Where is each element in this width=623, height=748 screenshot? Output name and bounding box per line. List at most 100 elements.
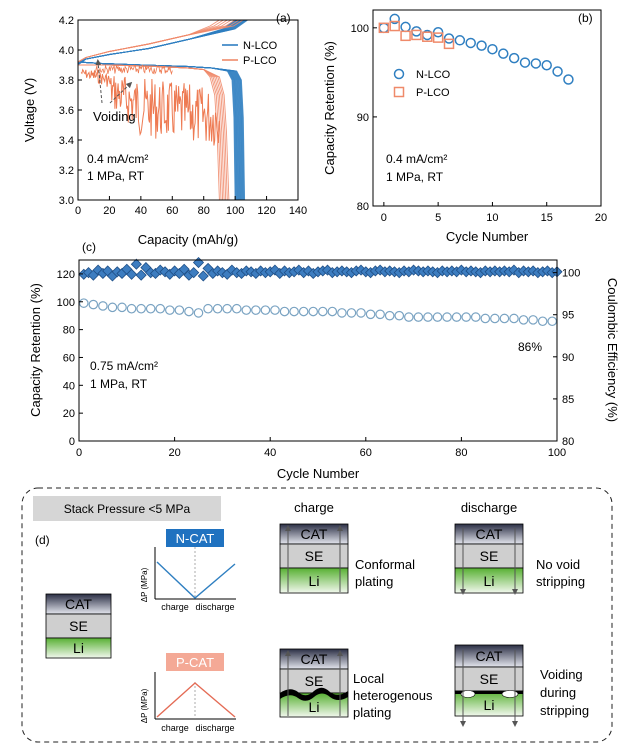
capacity-retention-point bbox=[155, 303, 166, 314]
coulombic-efficiency-point bbox=[130, 258, 142, 270]
n-lco-point bbox=[378, 22, 390, 34]
y-tick-label: 20 bbox=[63, 408, 75, 420]
capacity-retention-point bbox=[193, 308, 204, 318]
se-layer-label: SE bbox=[480, 548, 499, 564]
pcat-dp-axis-label: ΔP (MPa) bbox=[140, 688, 149, 723]
panel-c-chart: (c) 0 20 40 60 80 100020406080100120808590951… bbox=[28, 240, 620, 481]
capacity-retention-point bbox=[451, 312, 462, 322]
capacity-retention-point bbox=[289, 306, 299, 317]
cat-layer-label: CAT bbox=[65, 596, 92, 612]
n-lco-point bbox=[454, 35, 466, 46]
p-lco-voiding-noise bbox=[80, 68, 220, 146]
x-tick-label: 100 bbox=[548, 447, 566, 459]
capacity-retention-point bbox=[461, 312, 471, 322]
panel-c-y2label: Coulombic Efficiency (%) bbox=[605, 278, 620, 422]
capacity-retention-point bbox=[432, 312, 443, 322]
x-tick-label: 20 bbox=[103, 205, 115, 217]
x-tick-label: 0 bbox=[75, 205, 81, 217]
p-lco-point bbox=[378, 22, 390, 34]
n-lco-point bbox=[487, 43, 498, 55]
panel-b-note-conditions: 1 MPa, RT bbox=[386, 170, 444, 184]
li-layer bbox=[45, 637, 112, 659]
li-layer bbox=[454, 567, 524, 594]
capacity-retention-point bbox=[222, 303, 232, 314]
x-tick-label: 100 bbox=[226, 205, 244, 217]
x-tick-label: 80 bbox=[198, 205, 210, 217]
coulombic-efficiency-point bbox=[192, 256, 205, 269]
x-tick-label: 15 bbox=[541, 212, 553, 224]
capacity-retention-point bbox=[203, 303, 213, 314]
voiding-annotation: Voiding bbox=[93, 109, 136, 124]
li-layer-label: Li bbox=[484, 697, 495, 713]
pcat-charge-cell: CAT SE Li bbox=[279, 648, 349, 718]
legend-p-lco-label: P-LCO bbox=[243, 55, 277, 67]
capacity-retention-point bbox=[480, 313, 491, 324]
local-plating-line3: plating bbox=[353, 705, 391, 720]
panel-d-dashed-frame bbox=[21, 487, 613, 743]
capacity-retention-point bbox=[384, 310, 395, 321]
panel-a-note-current: 0.4 mA/cm² bbox=[87, 152, 148, 166]
panel-b-label: (b) bbox=[578, 11, 593, 25]
capacity-retention-point bbox=[413, 312, 424, 322]
x-tick-label: 60 bbox=[166, 205, 178, 217]
n-lco-point bbox=[530, 58, 542, 69]
n-lco-point bbox=[552, 66, 563, 77]
capacity-retention-point bbox=[375, 309, 385, 320]
voiding-stripping-line3: stripping bbox=[540, 703, 589, 718]
void bbox=[460, 690, 476, 698]
p-lco-point bbox=[432, 32, 444, 43]
y-tick-label: 3.2 bbox=[59, 165, 74, 177]
y-tick-label: 3.8 bbox=[59, 75, 74, 87]
se-layer bbox=[454, 666, 524, 692]
n-lco-point bbox=[541, 59, 552, 71]
capacity-retention-point bbox=[308, 306, 319, 317]
panel-c-note-current: 0.75 mA/cm² bbox=[90, 359, 158, 373]
y2-tick-label: 95 bbox=[562, 310, 574, 322]
y-tick-label: 40 bbox=[63, 380, 75, 392]
capacity-retention-point bbox=[528, 315, 538, 325]
coulombic-efficiency-point bbox=[178, 263, 190, 275]
coulombic-efficiency-point bbox=[135, 269, 147, 281]
legend-p-lco-label: P-LCO bbox=[416, 87, 450, 99]
panel-c-label: (c) bbox=[82, 240, 96, 254]
pcat-discharge-cell: CAT SE Li bbox=[454, 644, 524, 727]
panel-c-xlabel: Cycle Number bbox=[277, 466, 360, 481]
charge-header: charge bbox=[294, 500, 334, 515]
y-tick-label: 90 bbox=[357, 112, 369, 124]
heterogeneous-li-deposit bbox=[280, 687, 348, 701]
panel-d-schematic: Stack Pressure <5 MPa (d) charge dischar… bbox=[21, 487, 613, 743]
stack-pressure-label: Stack Pressure <5 MPa bbox=[64, 502, 191, 516]
n-lco-point bbox=[465, 37, 476, 49]
se-layer bbox=[454, 543, 524, 569]
x-tick-label: 80 bbox=[455, 447, 467, 459]
capacity-retention-point bbox=[317, 306, 328, 317]
capacity-retention-point bbox=[356, 308, 366, 318]
ncat-charge-tick: charge bbox=[161, 602, 189, 612]
capacity-retention-point bbox=[404, 312, 414, 322]
x-tick-label: 40 bbox=[264, 447, 276, 459]
capacity-retention-point bbox=[260, 305, 271, 315]
se-layer bbox=[279, 668, 349, 694]
capacity-retention-point bbox=[394, 310, 405, 321]
capacity-retention-point bbox=[509, 313, 519, 324]
ncat-badge-label: N-CAT bbox=[176, 531, 215, 546]
p-lco-point bbox=[443, 38, 455, 50]
y2-tick-label: 100 bbox=[562, 268, 580, 280]
panel-b-xlabel: Cycle Number bbox=[446, 229, 529, 244]
n-lco-point bbox=[400, 21, 411, 33]
panel-b-note-current: 0.4 mA/cm² bbox=[386, 152, 447, 166]
panel-c-frame bbox=[78, 259, 558, 442]
y-tick-label: 4.2 bbox=[59, 15, 74, 27]
x-tick-label: 0 bbox=[76, 447, 82, 459]
li-layer bbox=[279, 567, 349, 594]
n-lco-point bbox=[411, 26, 422, 37]
p-lco-point bbox=[400, 30, 411, 42]
capacity-retention-point bbox=[327, 306, 338, 317]
coulombic-efficiency-point bbox=[188, 267, 200, 279]
n-lco-point bbox=[432, 27, 444, 38]
capacity-retention-point bbox=[136, 303, 146, 314]
n-lco-point bbox=[519, 57, 531, 68]
capacity-retention-point bbox=[117, 302, 127, 313]
discharge-header: discharge bbox=[461, 500, 517, 515]
